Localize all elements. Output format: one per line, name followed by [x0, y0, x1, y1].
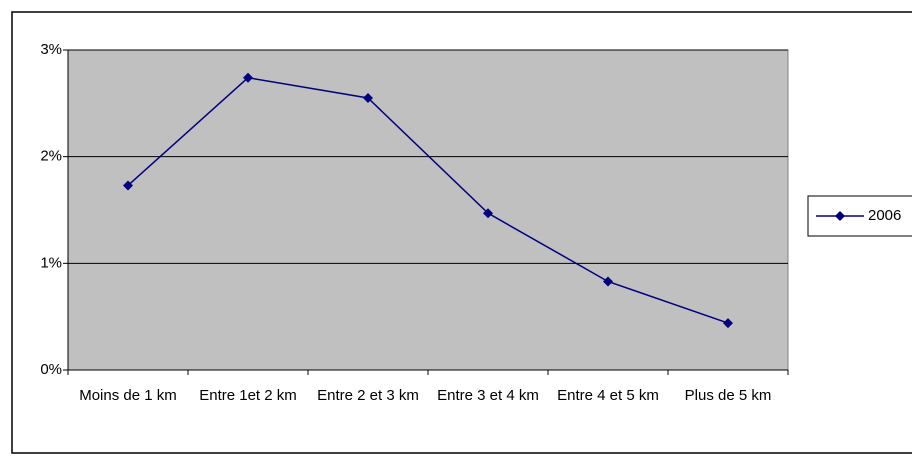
marker	[243, 72, 253, 83]
y-tick-label: 3%	[40, 41, 62, 58]
legend-marker	[835, 211, 845, 221]
x-tick-label: Entre 1et 2 km	[199, 387, 297, 404]
y-tick-label: 0%	[40, 361, 62, 378]
marker	[603, 276, 613, 287]
marker	[123, 180, 133, 191]
plot-area	[67, 49, 789, 371]
line	[127, 76, 729, 324]
x-tick-label: Entre 4 et 5 km	[557, 387, 659, 404]
marker	[363, 93, 373, 103]
y-tick-label: 2%	[40, 148, 62, 165]
x-tick-label: Moins de 1 km	[79, 387, 177, 404]
marker	[723, 318, 733, 329]
legend-label: 2006	[868, 207, 901, 224]
y-tick-label: 1%	[40, 254, 62, 271]
x-tick-label: Plus de 5 km	[684, 387, 772, 404]
x-tick-label: Entre 2 et 3 km	[317, 387, 419, 404]
marker	[483, 208, 493, 219]
x-tick-label: Entre 3 et 4 km	[437, 387, 539, 404]
